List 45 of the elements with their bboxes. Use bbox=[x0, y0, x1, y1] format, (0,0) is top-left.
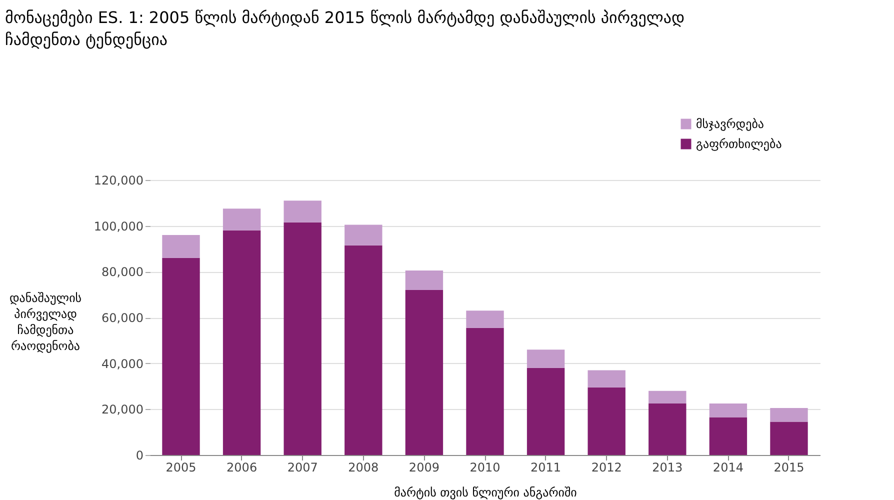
bar bbox=[466, 328, 504, 455]
x-tick-label: 2007 bbox=[287, 460, 318, 474]
bar bbox=[648, 390, 686, 404]
x-tick-label: 2005 bbox=[166, 460, 196, 474]
legend-label: გაფრთხილება bbox=[696, 137, 782, 151]
x-tick-label: 2014 bbox=[712, 460, 744, 474]
y-tick-label: 0 bbox=[136, 448, 144, 462]
y-axis-title: დანაშაულის პირველად ჩამდენთა რაოდენობა bbox=[9, 291, 82, 353]
x-tick-label: 2013 bbox=[652, 460, 683, 474]
y-tick-label: 60,000 bbox=[102, 311, 144, 325]
bar bbox=[709, 403, 748, 418]
bar bbox=[162, 235, 200, 258]
x-tick-label: 2008 bbox=[348, 460, 379, 474]
x-axis-title: მარტის თვის წლიური ანგარიში bbox=[394, 486, 577, 500]
y-tick-label: 100,000 bbox=[94, 219, 144, 234]
x-tick-label: 2015 bbox=[774, 460, 804, 474]
bar bbox=[344, 224, 382, 246]
bar bbox=[526, 368, 565, 455]
bar bbox=[526, 350, 565, 368]
bar bbox=[162, 258, 200, 455]
chart-title: მონაცემები ES. 1: 2005 წლის მარტიდან 2015 წლის მარტამდე დანაშაულის პირველად ჩამდენთა ტენდენცია bbox=[5, 8, 685, 49]
bar bbox=[709, 417, 748, 455]
bar bbox=[284, 222, 322, 455]
x-tick-label: 2010 bbox=[470, 460, 500, 474]
legend-label: მსჯავრდება bbox=[696, 117, 764, 131]
bar bbox=[588, 370, 626, 388]
bar bbox=[770, 408, 808, 422]
bar bbox=[405, 290, 444, 455]
y-tick-label: 120,000 bbox=[94, 174, 144, 188]
bar bbox=[222, 230, 261, 455]
bar bbox=[222, 208, 261, 230]
bar bbox=[284, 200, 322, 222]
y-tick-label: 20,000 bbox=[102, 402, 144, 417]
x-tick-label: 2006 bbox=[226, 460, 258, 474]
x-tick-label: 2009 bbox=[408, 460, 440, 474]
y-tick-label: 80,000 bbox=[102, 265, 144, 280]
x-tick-label: 2012 bbox=[591, 460, 622, 474]
bar bbox=[405, 270, 444, 290]
bar bbox=[648, 403, 686, 455]
x-tick-label: 2011 bbox=[530, 460, 562, 474]
bar bbox=[344, 245, 382, 455]
bar bbox=[588, 387, 626, 455]
y-tick-label: 40,000 bbox=[102, 356, 144, 371]
bar bbox=[466, 310, 504, 328]
bar bbox=[770, 422, 808, 455]
